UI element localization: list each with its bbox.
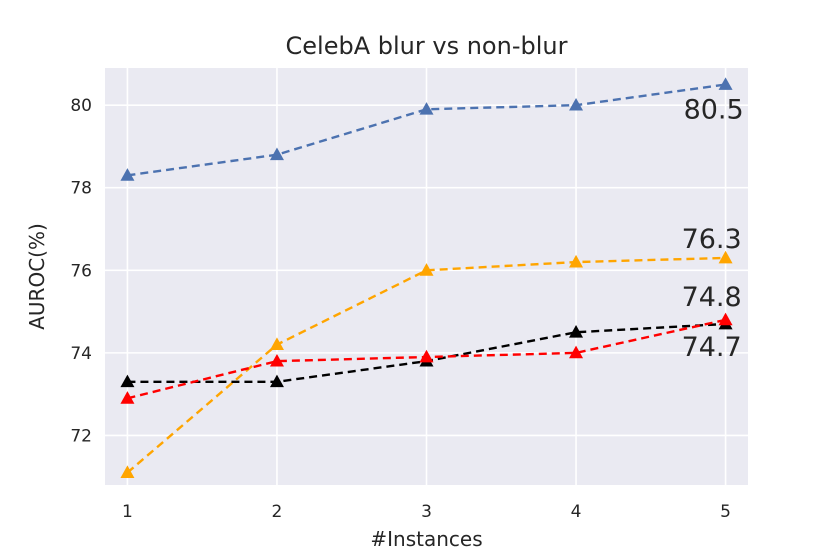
series-layer bbox=[120, 77, 733, 479]
tick-layer: 1 2 3 4 5 72 74 76 78 80 bbox=[70, 96, 731, 522]
data-point-marker bbox=[569, 345, 584, 359]
data-point-marker bbox=[718, 312, 733, 326]
y-tick-label: 74 bbox=[70, 344, 92, 364]
end-value-label: 76.3 bbox=[682, 224, 742, 255]
data-point-marker bbox=[718, 77, 733, 90]
x-tick-label: 4 bbox=[571, 502, 582, 522]
y-tick-label: 80 bbox=[70, 96, 92, 116]
data-point-marker bbox=[419, 102, 434, 115]
y-axis-label: AUROC(%) bbox=[25, 223, 49, 330]
series-0 bbox=[120, 77, 733, 181]
data-point-marker bbox=[718, 250, 733, 264]
series-line bbox=[126, 256, 726, 474]
y-tick-label: 76 bbox=[70, 261, 92, 281]
data-point-marker bbox=[120, 465, 135, 479]
data-point-marker bbox=[569, 325, 584, 338]
x-tick-label: 2 bbox=[272, 502, 283, 522]
data-point-marker bbox=[419, 263, 434, 276]
end-value-label: 74.8 bbox=[682, 282, 742, 313]
data-point-marker bbox=[120, 168, 135, 181]
chart-title: CelebA blur vs non-blur bbox=[286, 32, 568, 60]
end-value-label: 80.5 bbox=[684, 95, 744, 126]
y-tick-label: 78 bbox=[70, 179, 92, 199]
data-point-marker bbox=[269, 147, 284, 161]
data-point-marker bbox=[269, 374, 284, 388]
data-point-marker bbox=[120, 391, 135, 404]
data-point-marker bbox=[269, 337, 284, 351]
x-tick-label: 5 bbox=[720, 502, 731, 522]
x-axis-label: #Instances bbox=[370, 527, 482, 551]
end-value-label: 74.7 bbox=[682, 332, 742, 363]
data-point-marker bbox=[269, 353, 284, 367]
series-1 bbox=[120, 250, 733, 479]
series-line bbox=[127, 83, 726, 177]
data-point-marker bbox=[569, 254, 584, 268]
x-tick-label: 1 bbox=[122, 502, 133, 522]
data-point-marker bbox=[569, 97, 584, 111]
data-label-layer: 80.5 76.3 74.7 74.8 bbox=[682, 95, 744, 363]
data-point-marker bbox=[419, 349, 434, 363]
y-tick-label: 72 bbox=[70, 426, 92, 446]
series-3 bbox=[120, 312, 733, 404]
x-tick-label: 3 bbox=[421, 502, 432, 522]
data-point-marker bbox=[120, 374, 135, 388]
